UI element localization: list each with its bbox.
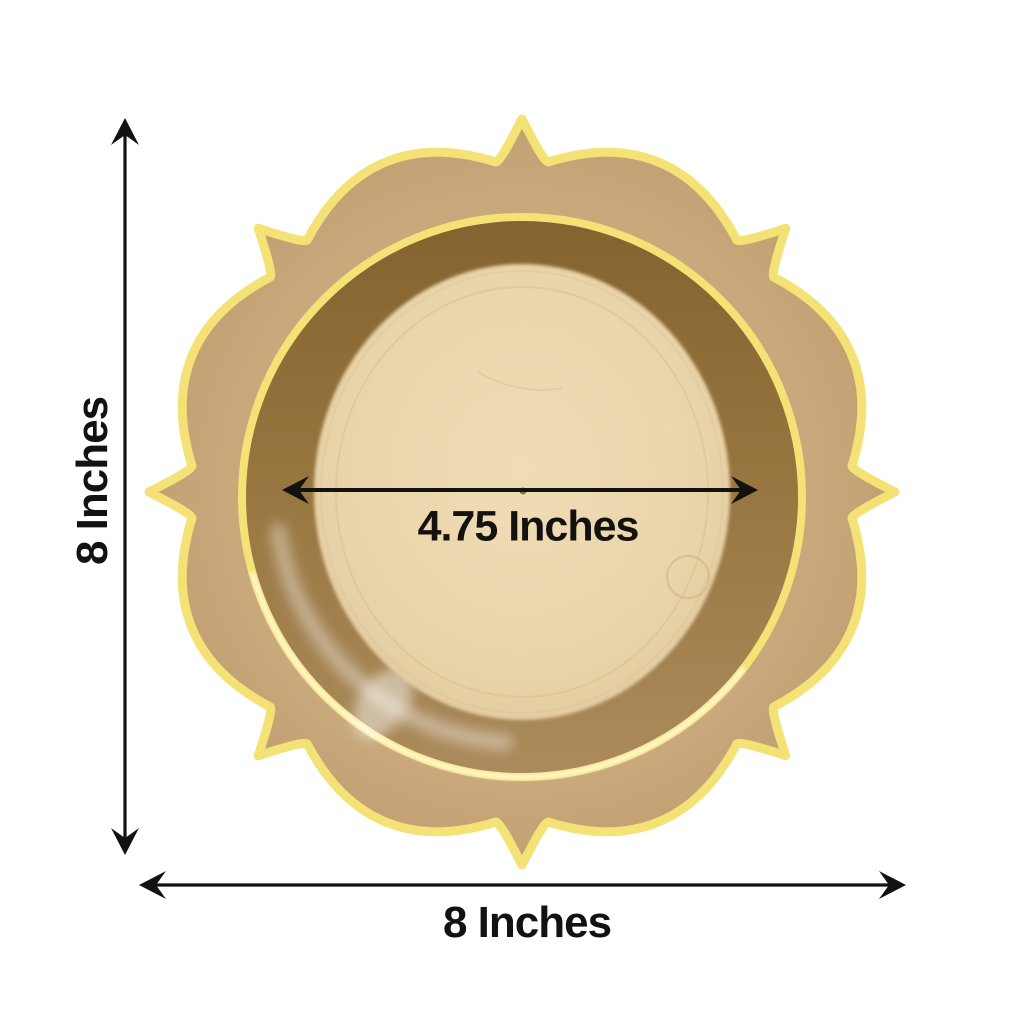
width-dimension-arrow bbox=[139, 871, 906, 899]
arrowhead-left bbox=[139, 871, 166, 899]
inner-diameter-arrow bbox=[282, 476, 758, 504]
height-measurement-label: 8 Inches bbox=[68, 396, 117, 566]
arrowhead-up bbox=[111, 118, 139, 145]
bowl-wall-highlight-spot bbox=[352, 667, 414, 739]
bowl-wall-highlight bbox=[270, 523, 513, 751]
surface-scratch bbox=[477, 371, 563, 391]
arrowhead-left bbox=[282, 476, 309, 504]
surface-stamp-circle bbox=[665, 554, 711, 600]
height-dimension-arrow bbox=[111, 118, 139, 855]
arrowhead-right bbox=[879, 871, 906, 899]
width-measurement-label: 8 Inches bbox=[442, 898, 612, 947]
arrowhead-right bbox=[731, 476, 758, 504]
gold-ring-shine bbox=[250, 571, 746, 780]
inner-diameter-measurement-label: 4.75 Inches bbox=[417, 502, 640, 551]
arrowhead-down bbox=[111, 828, 139, 855]
